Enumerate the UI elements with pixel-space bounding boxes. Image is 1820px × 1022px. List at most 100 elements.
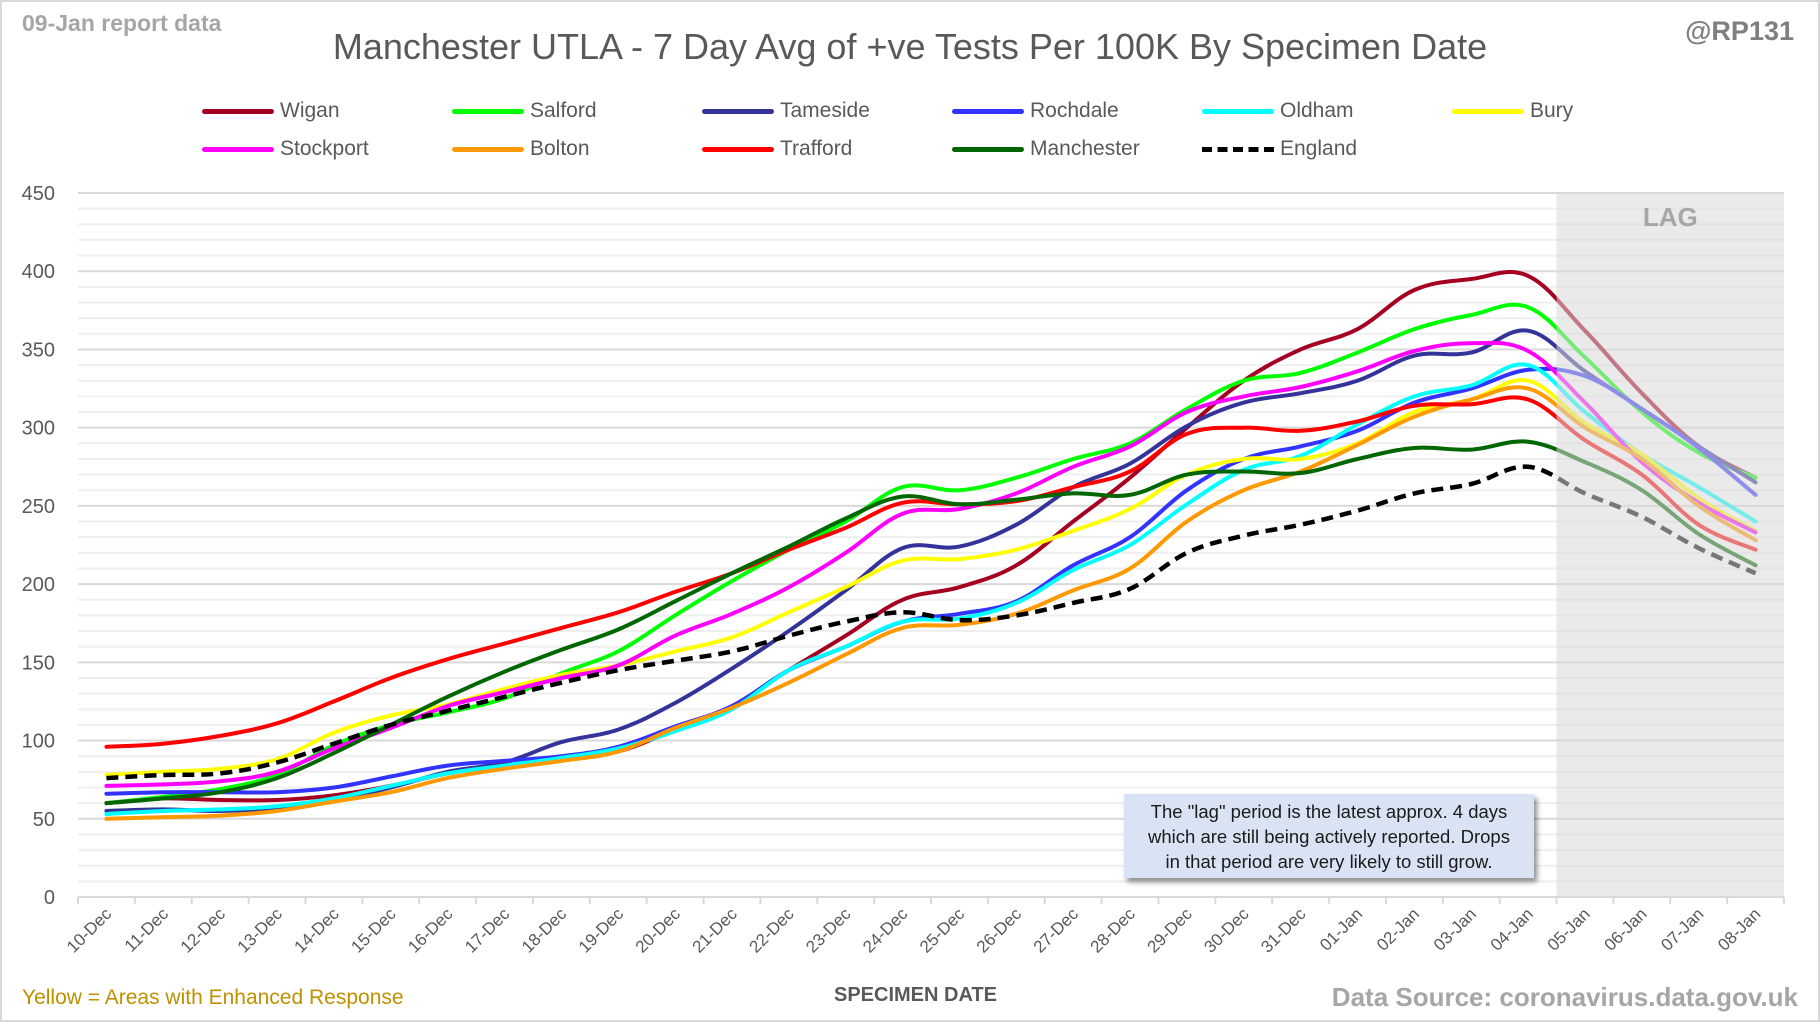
annotation-line: which are still being actively reported.… bbox=[1148, 825, 1510, 847]
legend-swatch bbox=[952, 146, 1024, 152]
x-tick-label: 10-Dec bbox=[63, 904, 116, 957]
x-tick-label: 18-Dec bbox=[518, 904, 571, 957]
legend-item-manchester: Manchester bbox=[952, 137, 1140, 161]
x-tick-label: 01-Jan bbox=[1316, 904, 1366, 954]
series-line-manchester bbox=[104, 439, 1758, 806]
x-tick-label: 29-Dec bbox=[1144, 904, 1197, 957]
legend-item-tameside: Tameside bbox=[702, 99, 870, 123]
annotation-line: in that period are very likely to still … bbox=[1165, 850, 1493, 872]
author-handle: @RP131 bbox=[1685, 16, 1794, 46]
y-axis-ticks: 0 50 100 150 200 250 300 350 400 450 bbox=[22, 183, 55, 909]
legend-label: Rochdale bbox=[1030, 99, 1119, 122]
y-tick-label: 400 bbox=[22, 261, 55, 283]
legend-swatch bbox=[202, 146, 274, 152]
x-tick-label: 21-Dec bbox=[689, 904, 742, 957]
x-tick-label: 26-Dec bbox=[973, 904, 1026, 957]
legend-item-rochdale: Rochdale bbox=[952, 99, 1119, 123]
x-tick-label: 27-Dec bbox=[1030, 904, 1083, 957]
legend-item-trafford: Trafford bbox=[702, 137, 852, 161]
legend-swatch bbox=[702, 146, 774, 152]
y-tick-label: 450 bbox=[22, 183, 55, 205]
x-tick-label: 30-Dec bbox=[1200, 904, 1253, 957]
x-tick-label: 16-Dec bbox=[404, 904, 457, 957]
gridlines bbox=[78, 192, 1784, 883]
x-tick-label: 06-Jan bbox=[1600, 904, 1650, 954]
lag-region: LAG bbox=[1556, 193, 1784, 897]
legend-swatch bbox=[952, 108, 1024, 114]
x-tick-label: 08-Jan bbox=[1714, 904, 1764, 954]
report-date-label: 09-Jan report data bbox=[22, 10, 222, 36]
legend-item-stockport: Stockport bbox=[202, 137, 369, 161]
legend-label: Stockport bbox=[280, 137, 369, 160]
legend-label: Bury bbox=[1530, 99, 1574, 122]
x-tick-label: 28-Dec bbox=[1087, 904, 1140, 957]
data-source: Data Source: coronavirus.data.gov.uk bbox=[1331, 982, 1798, 1012]
legend-item-bolton: Bolton bbox=[452, 137, 590, 161]
lag-annotation-box: The "lag" period is the latest approx. 4… bbox=[1124, 794, 1534, 878]
x-tick-label: 12-Dec bbox=[177, 904, 230, 957]
legend-item-salford: Salford bbox=[452, 99, 597, 123]
x-axis: 10-Dec 11-Dec 12-Dec 13-Dec 14-Dec 15-Dec 16-D… bbox=[63, 896, 1785, 957]
legend-swatch bbox=[1202, 146, 1274, 152]
legend-label: Bolton bbox=[530, 137, 590, 160]
lag-shading bbox=[1556, 193, 1784, 897]
y-tick-label: 350 bbox=[22, 339, 55, 361]
legend-swatch bbox=[702, 108, 774, 114]
legend-swatch bbox=[452, 108, 524, 114]
x-tick-label: 13-Dec bbox=[234, 904, 287, 957]
series-line-oldham bbox=[104, 362, 1758, 817]
y-tick-label: 200 bbox=[22, 574, 55, 596]
y-tick-label: 250 bbox=[22, 496, 55, 518]
legend-label: Salford bbox=[530, 99, 597, 122]
legend-label: Tameside bbox=[780, 99, 870, 122]
x-tick-label: 22-Dec bbox=[745, 904, 798, 957]
legend-label: Manchester bbox=[1030, 137, 1140, 160]
x-tick-label: 07-Jan bbox=[1657, 904, 1707, 954]
legend-item-england: England bbox=[1202, 137, 1357, 161]
legend-swatch bbox=[202, 108, 274, 114]
legend-item-oldham: Oldham bbox=[1202, 99, 1354, 123]
enhanced-response-note: Yellow = Areas with Enhanced Response bbox=[22, 986, 404, 1009]
y-tick-label: 50 bbox=[33, 809, 55, 831]
x-tick-label: 02-Jan bbox=[1373, 904, 1423, 954]
legend-label: England bbox=[1280, 137, 1358, 160]
series-line-bolton bbox=[104, 385, 1758, 821]
x-tick-label: 23-Dec bbox=[802, 904, 855, 957]
x-tick-label: 04-Jan bbox=[1487, 904, 1537, 954]
x-tick-label: 20-Dec bbox=[632, 904, 685, 957]
legend-label: Wigan bbox=[280, 99, 340, 122]
x-tick-label: 11-Dec bbox=[121, 904, 173, 956]
series-line-england bbox=[106, 464, 1757, 781]
series-lines bbox=[104, 270, 1758, 821]
y-tick-label: 300 bbox=[22, 418, 55, 440]
y-tick-label: 150 bbox=[22, 652, 55, 674]
legend-swatch bbox=[452, 146, 524, 152]
annotation-line: The "lag" period is the latest approx. 4… bbox=[1150, 800, 1508, 822]
x-tick-label: 17-Dec bbox=[461, 904, 514, 957]
legend-item-bury: Bury bbox=[1452, 99, 1573, 123]
x-tick-label: 03-Jan bbox=[1430, 904, 1480, 954]
x-tick-label: 31-Dec bbox=[1257, 904, 1310, 957]
y-tick-label: 100 bbox=[22, 731, 55, 753]
x-tick-label: 25-Dec bbox=[916, 904, 969, 957]
series-line-bury bbox=[104, 378, 1758, 777]
legend-label: Oldham bbox=[1280, 99, 1354, 122]
y-tick-label: 0 bbox=[44, 887, 55, 909]
x-tick-label: 24-Dec bbox=[859, 904, 912, 957]
legend-swatch bbox=[1202, 108, 1274, 114]
legend-swatch bbox=[1452, 108, 1524, 114]
series-line-salford bbox=[104, 302, 1758, 806]
x-tick-label: 05-Jan bbox=[1544, 904, 1594, 954]
legend-item-wigan: Wigan bbox=[202, 99, 340, 123]
series-line-stockport bbox=[104, 340, 1758, 788]
lag-label: LAG bbox=[1643, 202, 1698, 232]
chart-title: Manchester UTLA - 7 Day Avg of +ve Tests… bbox=[332, 26, 1488, 67]
x-axis-title: SPECIMEN DATE bbox=[834, 984, 997, 1006]
x-tick-label: 15-Dec bbox=[347, 904, 400, 957]
series-line-rochdale bbox=[104, 366, 1758, 796]
x-tick-label: 14-Dec bbox=[291, 904, 344, 957]
legend-label: Trafford bbox=[780, 137, 853, 160]
x-tick-label: 19-Dec bbox=[575, 904, 628, 957]
